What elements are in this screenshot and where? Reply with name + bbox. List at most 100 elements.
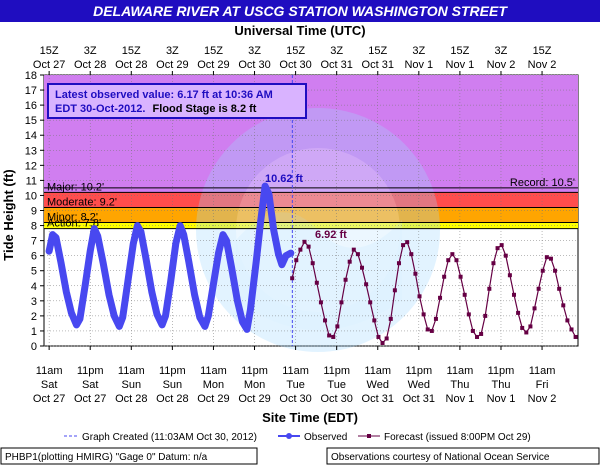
bottom-tick-date: Oct 30 bbox=[279, 393, 311, 405]
forecast-point bbox=[376, 334, 381, 339]
forecast-point bbox=[339, 300, 344, 305]
top-tick-date: Oct 29 bbox=[156, 59, 188, 71]
forecast-point bbox=[417, 294, 422, 299]
top-tick-label: 15Z bbox=[286, 45, 305, 57]
forecast-point bbox=[425, 327, 430, 332]
y-tick-label: 11 bbox=[26, 175, 37, 187]
forecast-point bbox=[310, 261, 315, 266]
bottom-tick-date: Nov 2 bbox=[528, 393, 557, 405]
top-tick-label: 15Z bbox=[40, 45, 59, 57]
info-line1: Latest observed value: 6.17 ft at 10:36 … bbox=[55, 89, 273, 101]
footer-left-box bbox=[0, 447, 258, 465]
forecast-point bbox=[561, 303, 566, 308]
flood-label-action: Action: 7.8' bbox=[47, 218, 101, 230]
forecast-point bbox=[516, 310, 521, 315]
info-box bbox=[47, 83, 307, 119]
title-banner bbox=[0, 0, 600, 22]
top-tick-label: 15Z bbox=[368, 45, 387, 57]
top-axis-title: Universal Time (UTC) bbox=[234, 23, 365, 38]
bottom-tick-time: 11am bbox=[200, 365, 227, 377]
legend-forecast-label: Forecast (issued 8:00PM Oct 29) bbox=[384, 432, 531, 443]
top-tick-date: Oct 27 bbox=[33, 59, 65, 71]
forecast-point bbox=[335, 324, 340, 329]
forecast-point bbox=[388, 316, 393, 321]
forecast-point bbox=[327, 333, 332, 338]
forecast-point bbox=[458, 274, 463, 279]
forecast-point bbox=[429, 328, 434, 333]
forecast-point bbox=[548, 256, 553, 261]
y-tick-label: 6 bbox=[31, 251, 37, 263]
forecast-point bbox=[380, 340, 385, 345]
forecast-point bbox=[343, 277, 348, 282]
forecast-point bbox=[520, 325, 525, 330]
top-tick-date: Nov 2 bbox=[487, 59, 516, 71]
bottom-tick-date: Oct 29 bbox=[197, 393, 229, 405]
flood-category-labels: Action: 7.8'Minor: 8.2'Moderate: 9.2'Maj… bbox=[44, 75, 578, 346]
bottom-tick-day: Wed bbox=[367, 379, 389, 391]
top-tick-date: Nov 1 bbox=[404, 59, 433, 71]
bottom-tick-date: Nov 1 bbox=[446, 393, 475, 405]
forecast-point bbox=[475, 334, 480, 339]
forecast-point bbox=[421, 312, 426, 317]
bottom-tick-date: Oct 28 bbox=[115, 393, 147, 405]
forecast-point bbox=[454, 258, 459, 263]
footer-right-box bbox=[326, 447, 600, 465]
forecast-point bbox=[466, 312, 471, 317]
forecast-point bbox=[557, 286, 562, 291]
legend-forecast-marker bbox=[367, 434, 371, 438]
bottom-tick-day: Sun bbox=[163, 379, 183, 391]
forecast-point bbox=[314, 280, 319, 285]
info-line2-date: EDT 30-Oct-2012. bbox=[55, 103, 145, 115]
forecast-point bbox=[368, 300, 373, 305]
top-tick-date: Oct 31 bbox=[362, 59, 394, 71]
bottom-tick-time: 11pm bbox=[405, 365, 432, 377]
forecast-point bbox=[413, 271, 418, 276]
y-tick-label: 17 bbox=[25, 85, 37, 97]
bottom-tick-time: 11pm bbox=[241, 365, 268, 377]
forecast-point bbox=[438, 295, 443, 300]
bottom-tick-date: Oct 31 bbox=[403, 393, 435, 405]
bottom-tick-date: Oct 27 bbox=[74, 393, 106, 405]
bottom-tick-day: Sat bbox=[82, 379, 99, 391]
bottom-tick-date: Oct 31 bbox=[362, 393, 394, 405]
bottom-tick-time: 11pm bbox=[323, 365, 350, 377]
forecast-point bbox=[384, 336, 389, 341]
legend-observed-dot bbox=[286, 433, 292, 439]
series-layer bbox=[45, 182, 578, 345]
top-tick-label: 3Z bbox=[495, 45, 508, 57]
y-tick-label: 2 bbox=[31, 311, 37, 323]
bottom-tick-date: Oct 30 bbox=[320, 393, 352, 405]
flood-band-minor bbox=[44, 207, 578, 223]
forecast-point bbox=[347, 259, 352, 264]
top-tick-label: 3Z bbox=[330, 45, 343, 57]
bottom-tick-date: Nov 1 bbox=[487, 393, 516, 405]
forecast-point bbox=[323, 318, 328, 323]
peak-label: 10.62 ft bbox=[265, 173, 303, 185]
forecast-point bbox=[442, 274, 447, 279]
y-tick-label: 18 bbox=[25, 70, 37, 82]
bottom-tick-time: 11am bbox=[447, 365, 474, 377]
forecast-point bbox=[392, 288, 397, 293]
grid-lines bbox=[44, 74, 578, 347]
top-tick-label: 3Z bbox=[412, 45, 425, 57]
forecast-point bbox=[298, 247, 303, 252]
forecast-point bbox=[487, 286, 492, 291]
bottom-tick-time: 11am bbox=[282, 365, 309, 377]
forecast-point bbox=[491, 261, 496, 266]
forecast-point bbox=[446, 258, 451, 263]
bottom-tick-day: Sun bbox=[121, 379, 141, 391]
forecast-point bbox=[524, 330, 529, 335]
footer-right-text: Observations courtesy of National Ocean … bbox=[331, 452, 550, 463]
top-tick-date: Oct 30 bbox=[238, 59, 270, 71]
y-tick-label: 14 bbox=[25, 130, 37, 142]
forecast-point bbox=[290, 276, 295, 281]
top-tick-label: 15Z bbox=[204, 45, 223, 57]
forecast-point bbox=[528, 324, 533, 329]
top-tick-date: Oct 30 bbox=[279, 59, 311, 71]
top-tick-label: 3Z bbox=[166, 45, 179, 57]
bottom-tick-day: Tue bbox=[327, 379, 346, 391]
forecast-point bbox=[396, 261, 401, 266]
forecast-point bbox=[364, 282, 369, 287]
